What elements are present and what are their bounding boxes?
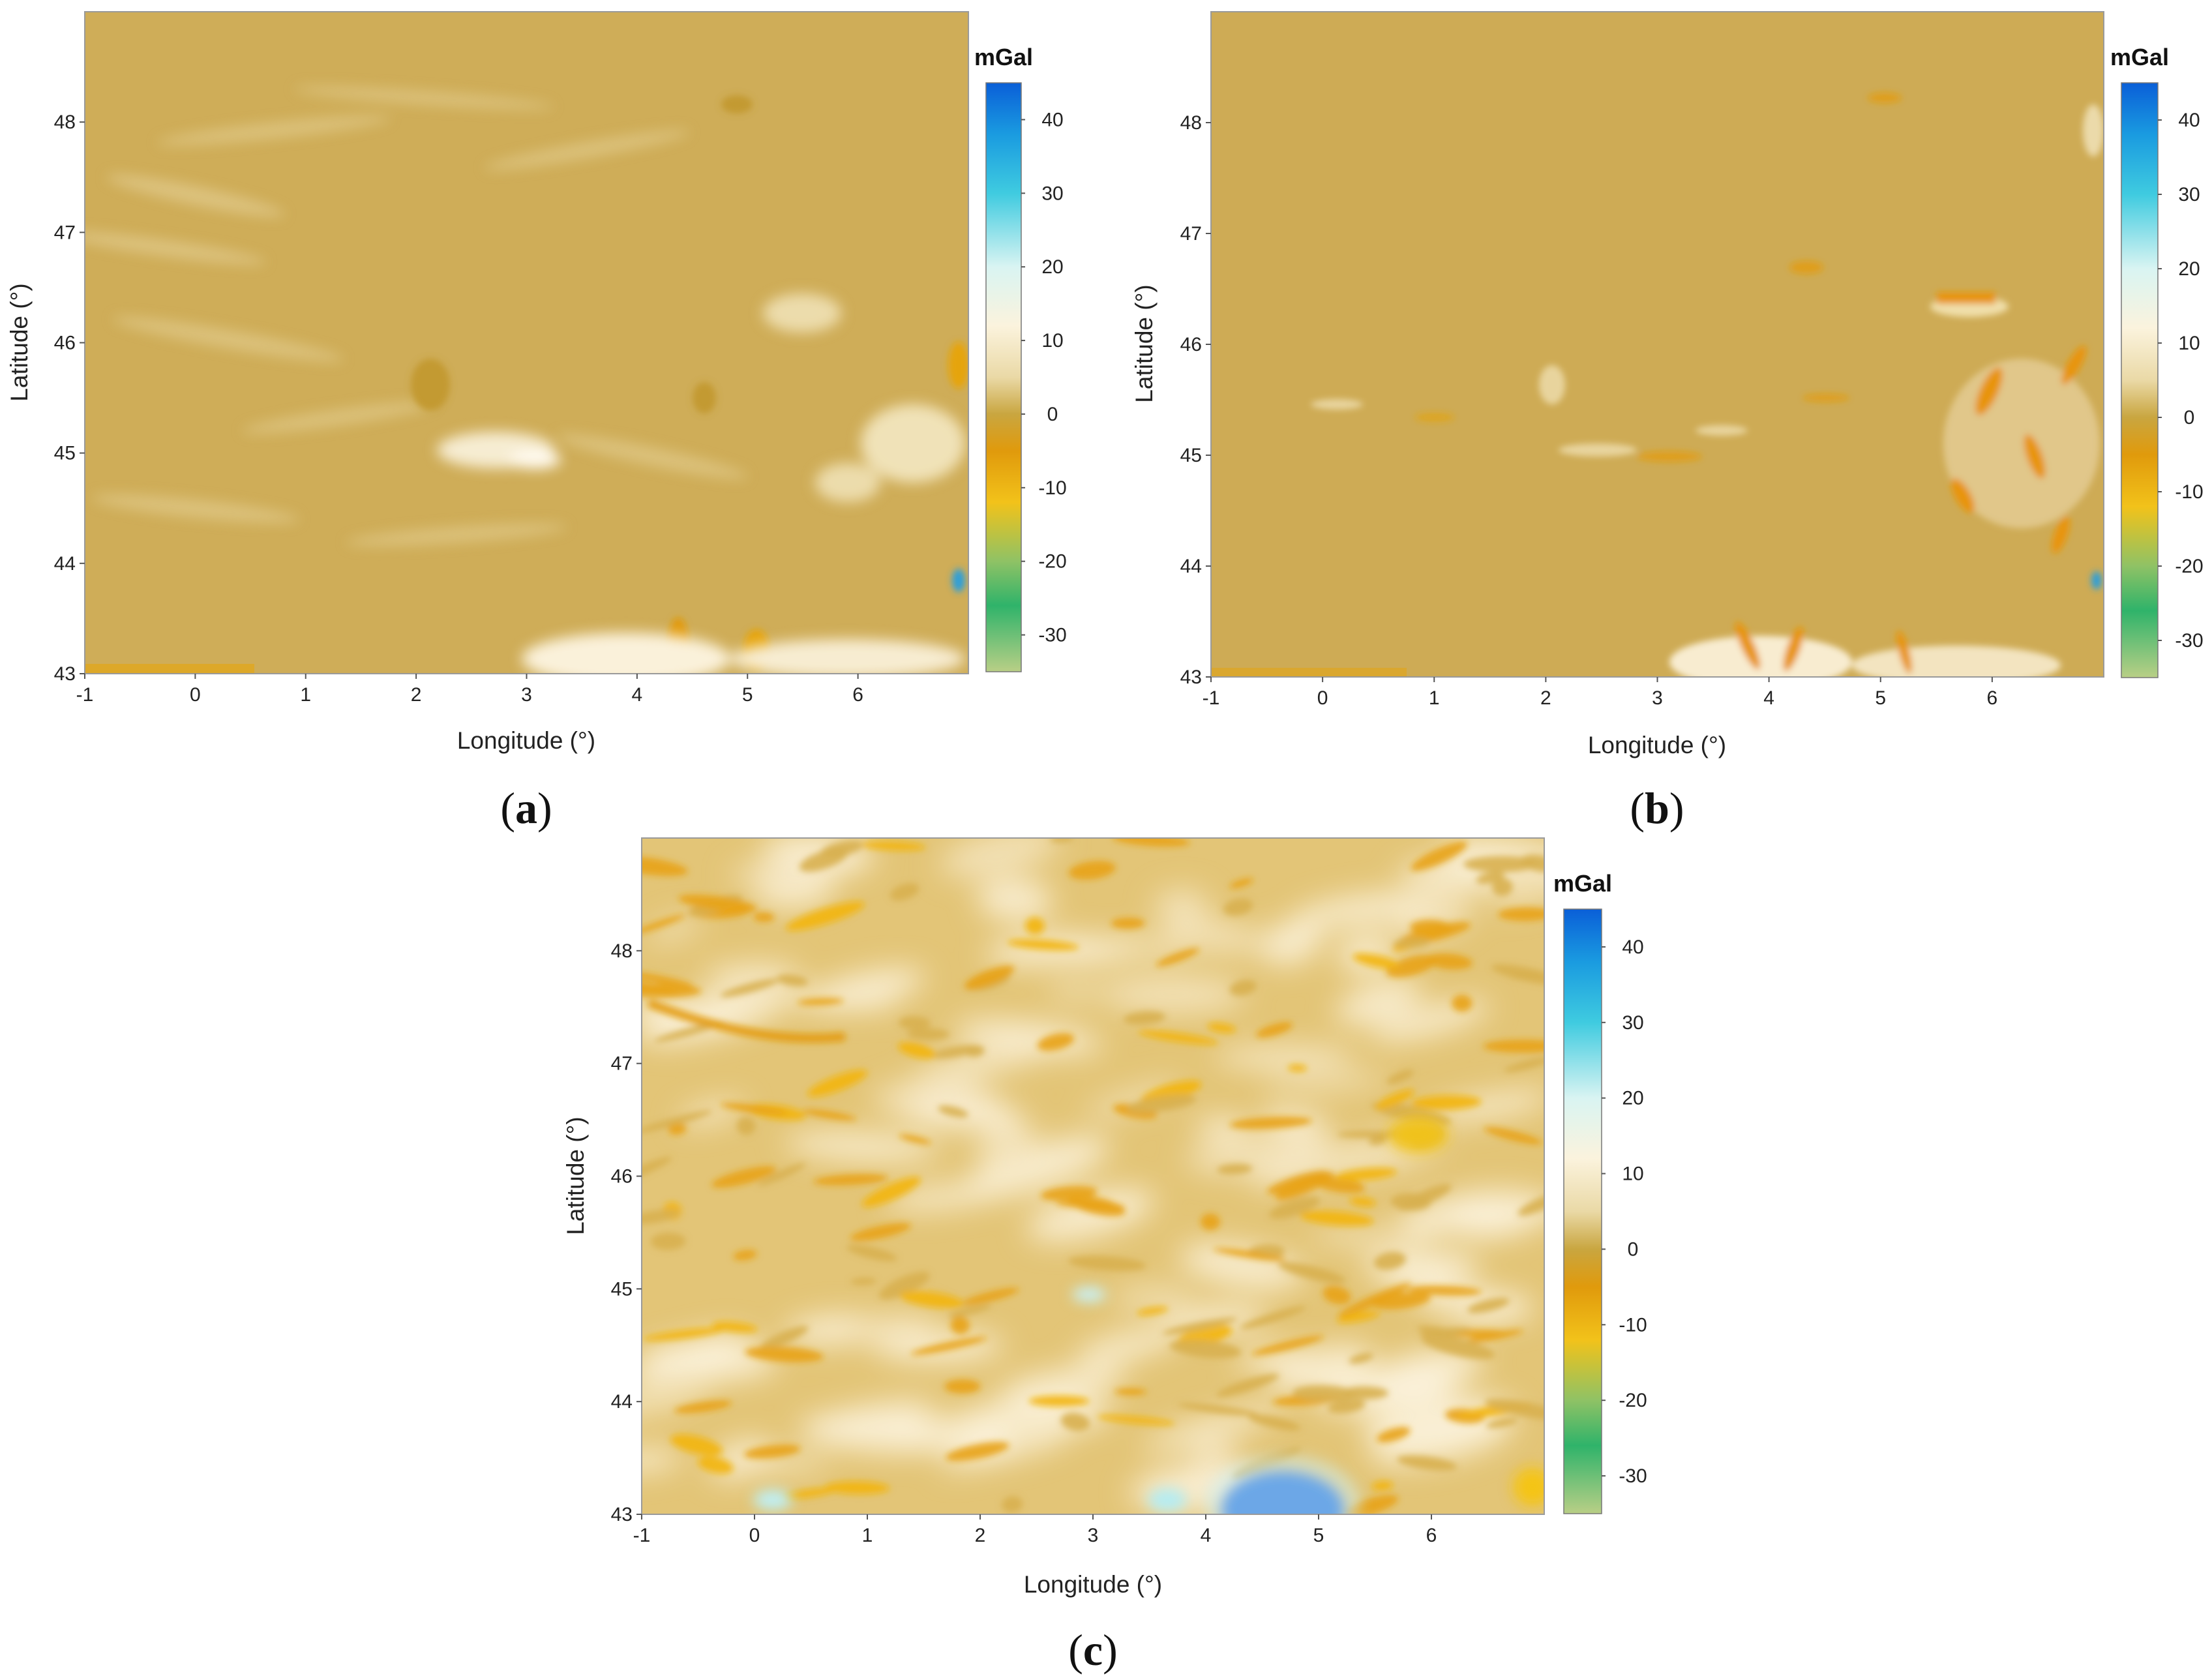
- colorbar-tick-label: 20: [1622, 1088, 1643, 1109]
- x-tick-label: 3: [1652, 687, 1663, 709]
- colorbar-tick-label: 40: [1041, 109, 1063, 130]
- x-tick-label: 1: [1429, 687, 1440, 709]
- colorbar-gradient: [2121, 82, 2159, 678]
- y-tick-label: 47: [611, 1053, 633, 1075]
- y-tick-label: 43: [1180, 667, 1202, 688]
- x-tick-label: -1: [633, 1525, 651, 1546]
- x-tick-label: 0: [749, 1525, 760, 1546]
- panel-c-label: (c): [1068, 1625, 1118, 1675]
- x-tick-label: 2: [411, 684, 422, 706]
- map-c-anomalies: [642, 838, 1544, 1514]
- y-tick-label: 44: [611, 1391, 633, 1413]
- x-tick-label: 2: [975, 1525, 986, 1546]
- colorbar-tick-label: 30: [1622, 1012, 1643, 1034]
- y-tick-label: 45: [54, 443, 76, 464]
- y-tick-label: 46: [54, 333, 76, 354]
- x-tick-label: 4: [1763, 687, 1774, 709]
- colorbar-tick-label: 10: [1041, 330, 1063, 352]
- map-b-anomalies: [1211, 93, 2104, 677]
- colorbar-tick-label: -10: [2175, 481, 2203, 503]
- map-b-xlabel: Longitude (°): [1588, 732, 1726, 758]
- x-tick-label: 1: [300, 684, 311, 706]
- colorbar-unit: mGal: [974, 44, 1033, 70]
- y-tick-label: 48: [54, 112, 76, 133]
- colorbar-tick-label: 40: [1622, 936, 1643, 958]
- map-b-xticks: -1 0 1 2 3 4 5 6: [1203, 677, 1998, 709]
- colorbar-gradient: [1563, 908, 1602, 1514]
- x-tick-label: 5: [1313, 1525, 1324, 1546]
- colorbar-tick-label: 10: [2178, 333, 2200, 354]
- y-tick-label: 43: [54, 663, 76, 685]
- colorbar-tick-label: -10: [1619, 1314, 1647, 1336]
- x-tick-label: 3: [1088, 1525, 1099, 1546]
- x-tick-label: 5: [742, 684, 753, 706]
- x-tick-label: 0: [190, 684, 201, 706]
- y-tick-label: 43: [611, 1504, 633, 1525]
- y-tick-label: 48: [1180, 112, 1202, 134]
- map-b-yticks: 43 44 45 46 47 48: [1180, 112, 1211, 688]
- map-b-ylabel: Latitude (°): [1131, 284, 1158, 402]
- y-tick-label: 44: [54, 553, 76, 575]
- map-c-yticks: 43 44 45 46 47 48: [611, 940, 642, 1525]
- x-tick-label: 0: [1317, 687, 1328, 709]
- x-tick-label: -1: [1203, 687, 1220, 709]
- map-a-xlabel: Longitude (°): [457, 727, 595, 754]
- colorbar-tick-label: 0: [1628, 1238, 1639, 1260]
- map-a-anomalies: [85, 86, 968, 674]
- colorbar-gradient: [985, 82, 1022, 672]
- map-c-ylabel: Latitude (°): [562, 1116, 589, 1235]
- colorbar-tick-label: 40: [2178, 110, 2200, 131]
- x-tick-label: 6: [1426, 1525, 1437, 1546]
- y-tick-label: 45: [611, 1278, 633, 1300]
- map-c-xticks: -1 0 1 2 3 4 5 6: [633, 1514, 1437, 1546]
- colorbar-tick-label: -20: [2175, 556, 2203, 577]
- colorbar-tick-label: -30: [1038, 625, 1066, 646]
- colorbar-tick-label: 30: [2178, 184, 2200, 205]
- colorbar-tick-label: 0: [2184, 407, 2195, 428]
- colorbar-unit: mGal: [2110, 44, 2169, 70]
- map-a-ylabel: Latitude (°): [6, 283, 33, 401]
- y-tick-label: 46: [1180, 334, 1202, 355]
- x-tick-label: -1: [76, 684, 94, 706]
- x-tick-label: 2: [1540, 687, 1551, 709]
- colorbar-tick-label: -20: [1038, 551, 1066, 573]
- colorbar-tick-label: 0: [1047, 404, 1058, 425]
- x-tick-label: 6: [852, 684, 863, 706]
- x-tick-label: 4: [632, 684, 643, 706]
- x-tick-label: 5: [1875, 687, 1886, 709]
- x-tick-label: 6: [1987, 687, 1998, 709]
- colorbar-a: mGal 40 30 20 10 0 -10 -20 -30: [974, 44, 1067, 672]
- colorbar-c: mGal 40 30 20 10 0 -10 -20 -30: [1553, 870, 1647, 1514]
- panel-a-label: (a): [500, 783, 552, 833]
- colorbar-tick-label: 20: [1041, 256, 1063, 278]
- x-tick-label: 1: [862, 1525, 873, 1546]
- map-c-xlabel: Longitude (°): [1024, 1571, 1162, 1598]
- colorbar-tick-label: -30: [2175, 630, 2203, 652]
- map-b-background: [1211, 12, 2104, 677]
- map-a-xticks: -1 0 1 2 3 4 5 6: [76, 674, 863, 706]
- colorbar-tick-label: -20: [1619, 1390, 1647, 1411]
- x-tick-label: 3: [521, 684, 532, 706]
- colorbar-tick-label: 30: [1041, 183, 1063, 204]
- map-a-yticks: 43 44 45 46 47 48: [54, 112, 85, 685]
- colorbar-tick-label: 20: [2178, 258, 2200, 280]
- colorbar-tick-label: -10: [1038, 477, 1066, 499]
- y-tick-label: 48: [611, 940, 633, 962]
- y-tick-label: 46: [611, 1166, 633, 1188]
- colorbar-tick-label: 10: [1622, 1163, 1643, 1185]
- y-tick-label: 47: [1180, 223, 1202, 245]
- colorbar-tick-label: -30: [1619, 1465, 1647, 1487]
- panel-b-label: (b): [1630, 783, 1684, 833]
- x-tick-label: 4: [1201, 1525, 1212, 1546]
- y-tick-label: 45: [1180, 445, 1202, 466]
- y-tick-label: 47: [54, 222, 76, 243]
- y-tick-label: 44: [1180, 556, 1202, 577]
- colorbar-unit: mGal: [1553, 870, 1612, 897]
- colorbar-b: mGal 40 30 20 10 0 -10 -20 -30: [2110, 44, 2204, 678]
